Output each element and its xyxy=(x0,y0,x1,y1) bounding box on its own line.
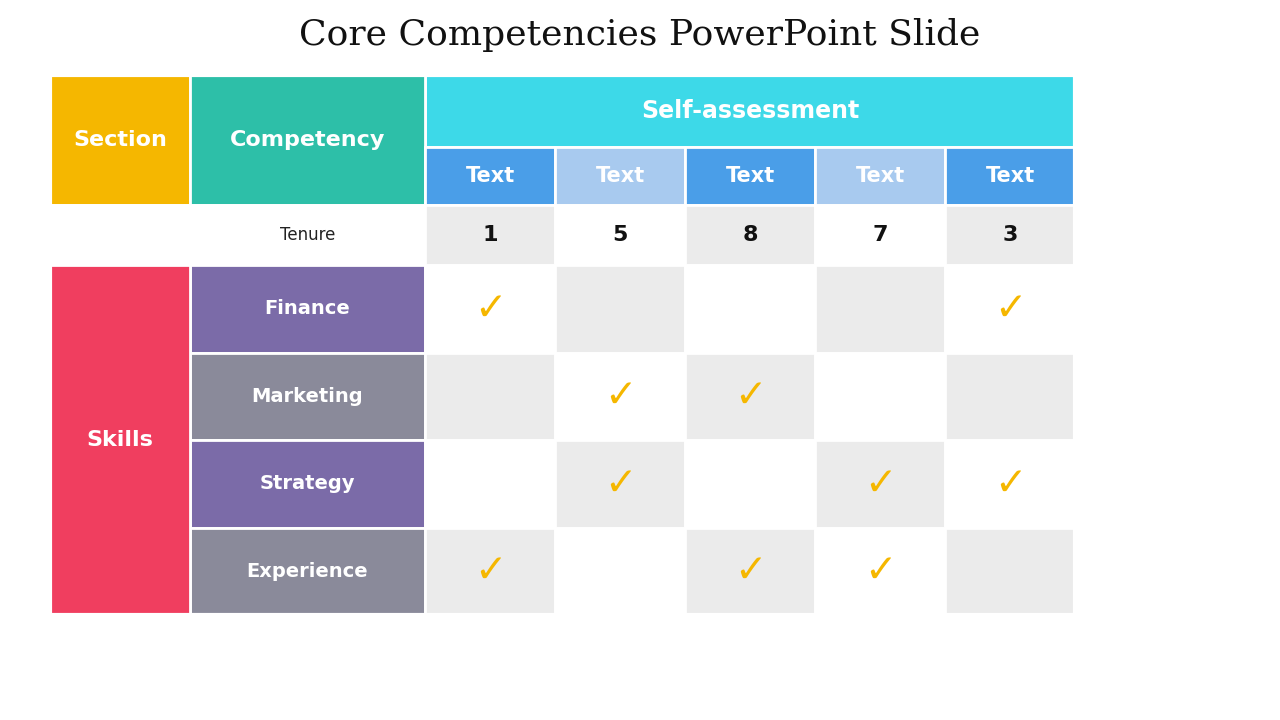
Text: ✓: ✓ xyxy=(864,552,896,590)
Bar xyxy=(815,205,945,265)
Text: Self-assessment: Self-assessment xyxy=(641,99,859,123)
Bar xyxy=(189,353,425,440)
Text: Experience: Experience xyxy=(247,562,369,581)
Text: Tenure: Tenure xyxy=(280,226,335,244)
Text: Text: Text xyxy=(726,166,774,186)
Bar xyxy=(815,528,945,615)
Bar xyxy=(685,353,815,440)
Bar xyxy=(945,353,1075,440)
Text: ✓: ✓ xyxy=(993,464,1027,503)
Bar xyxy=(425,528,556,615)
Text: ✓: ✓ xyxy=(474,289,507,328)
Text: Text: Text xyxy=(466,166,515,186)
Bar xyxy=(685,440,815,528)
Text: Marketing: Marketing xyxy=(252,387,364,406)
Text: Strategy: Strategy xyxy=(260,474,356,493)
Bar xyxy=(189,75,425,205)
Bar xyxy=(815,353,945,440)
Bar xyxy=(945,205,1075,265)
Bar xyxy=(685,528,815,615)
Bar xyxy=(945,528,1075,615)
Text: ✓: ✓ xyxy=(604,377,636,415)
Text: ✓: ✓ xyxy=(733,552,767,590)
Bar xyxy=(189,205,425,265)
Text: ✓: ✓ xyxy=(864,464,896,503)
Bar xyxy=(556,353,685,440)
Bar xyxy=(815,147,945,205)
Text: Text: Text xyxy=(986,166,1034,186)
Bar xyxy=(685,205,815,265)
Bar xyxy=(945,147,1075,205)
Bar xyxy=(556,147,685,205)
Bar xyxy=(815,440,945,528)
Bar xyxy=(425,353,556,440)
Text: Competency: Competency xyxy=(230,130,385,150)
Text: 5: 5 xyxy=(612,225,627,245)
Text: 1: 1 xyxy=(483,225,498,245)
Bar xyxy=(50,75,189,205)
Text: Text: Text xyxy=(595,166,645,186)
Bar xyxy=(556,440,685,528)
Bar xyxy=(189,265,425,353)
Text: 7: 7 xyxy=(872,225,888,245)
Bar xyxy=(425,147,556,205)
Text: Section: Section xyxy=(73,130,166,150)
Text: Core Competencies PowerPoint Slide: Core Competencies PowerPoint Slide xyxy=(300,18,980,52)
Text: 3: 3 xyxy=(1002,225,1018,245)
Text: ✓: ✓ xyxy=(474,552,507,590)
Bar xyxy=(815,265,945,353)
Bar xyxy=(556,265,685,353)
Text: Finance: Finance xyxy=(265,300,351,318)
Text: Text: Text xyxy=(855,166,905,186)
Bar xyxy=(425,440,556,528)
Bar xyxy=(189,528,425,615)
Bar xyxy=(50,265,189,615)
Bar xyxy=(50,75,1075,615)
Bar xyxy=(556,205,685,265)
Bar xyxy=(425,265,556,353)
Text: ✓: ✓ xyxy=(733,377,767,415)
Bar xyxy=(425,205,556,265)
Bar xyxy=(685,265,815,353)
Bar xyxy=(945,265,1075,353)
Text: 8: 8 xyxy=(742,225,758,245)
Bar xyxy=(189,440,425,528)
Bar xyxy=(685,147,815,205)
Text: Skills: Skills xyxy=(87,430,154,450)
Text: ✓: ✓ xyxy=(604,464,636,503)
Text: ✓: ✓ xyxy=(993,289,1027,328)
Bar xyxy=(945,440,1075,528)
Bar xyxy=(556,528,685,615)
Bar xyxy=(50,205,189,265)
Bar xyxy=(425,75,1075,147)
